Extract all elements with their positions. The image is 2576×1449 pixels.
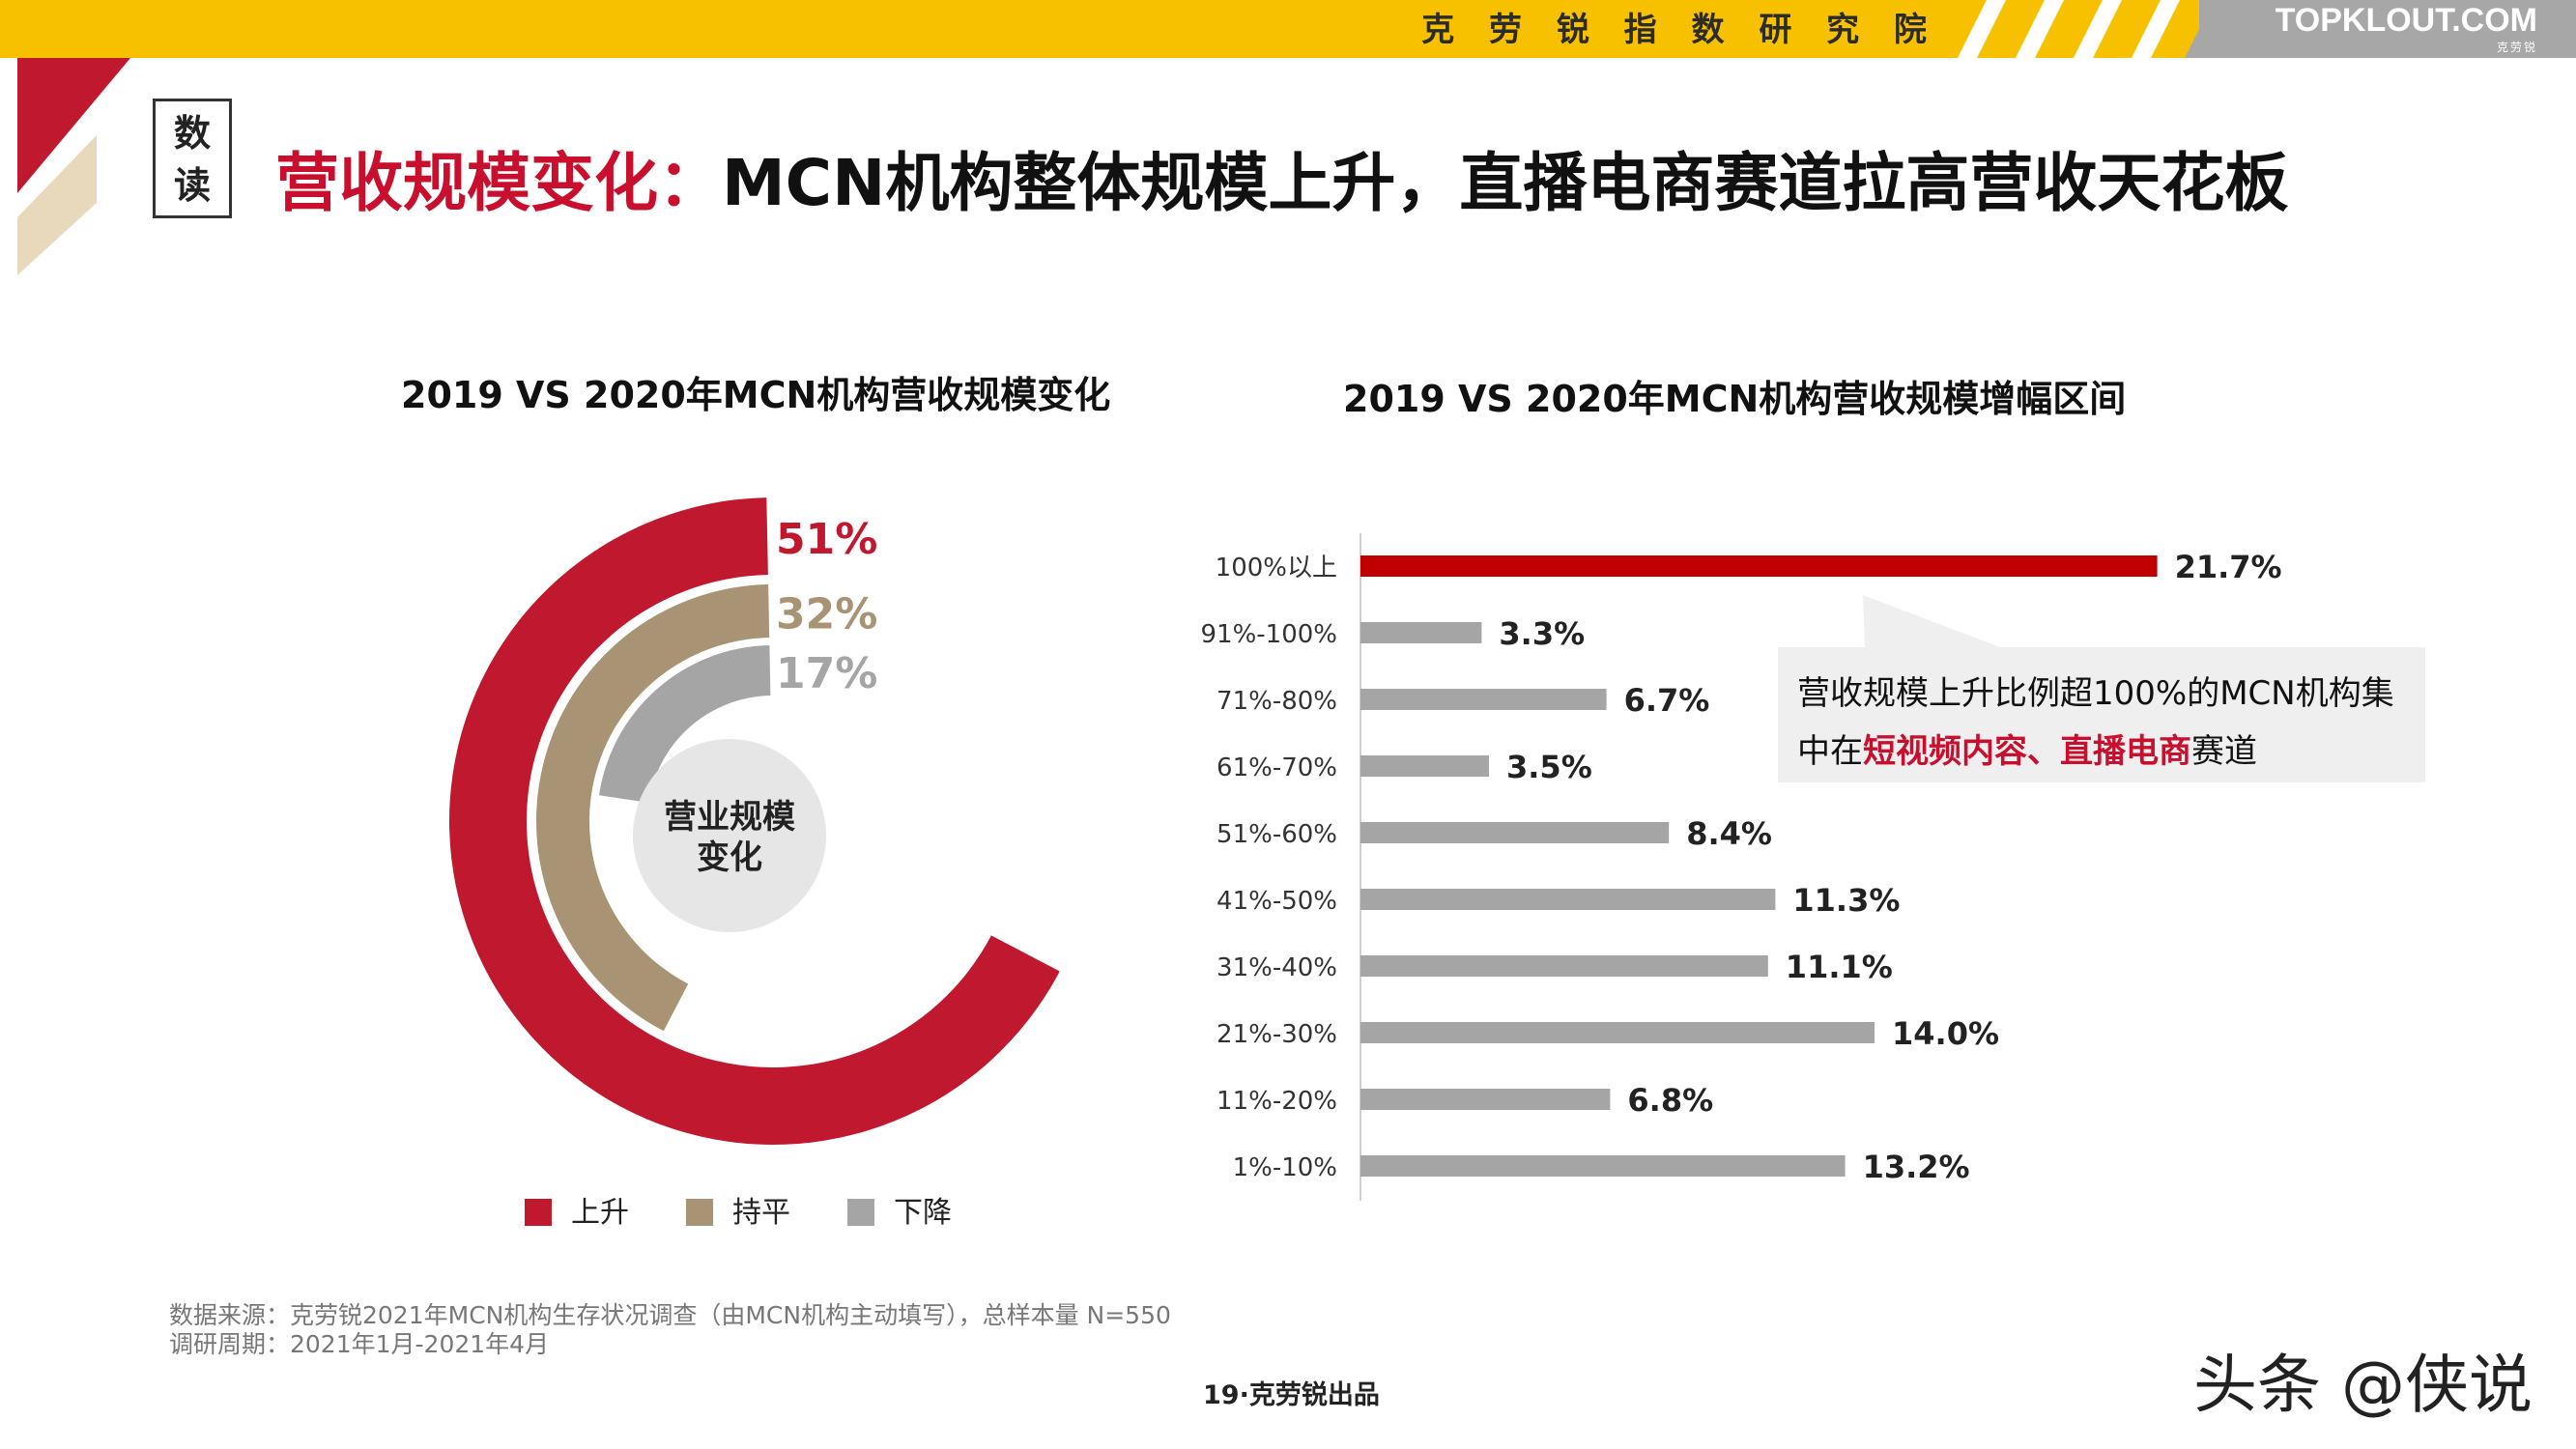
brand-logo-text: TOPKLOUT.COM: [2275, 2, 2537, 39]
radial-center-label-2: 变化: [697, 838, 762, 877]
corner-decoration: [17, 58, 130, 275]
brand-logo: TOPKLOUT.COM 克劳锐: [2199, 0, 2576, 58]
bar-value-label-3: 6.7%: [1624, 682, 1710, 719]
bar-value-label-2: 3.3%: [1499, 615, 1585, 652]
bar-category-label-9: 11%-20%: [1216, 1087, 1337, 1116]
page-title: 营收规模变化：MCN机构整体规模上升，直播电商赛道拉高营收天花板: [275, 131, 2288, 224]
bar-value-label-10: 13.2%: [1863, 1149, 1970, 1185]
bar-category-label-2: 91%-100%: [1200, 620, 1337, 649]
footnote-source: 数据来源：克劳锐2021年MCN机构生存状况调查（由MCN机构主动填写），总样本…: [169, 1301, 1171, 1329]
legend-swatch-up: [525, 1199, 552, 1226]
bar-category-label-5: 51%-60%: [1216, 820, 1337, 849]
bar-2: [1360, 622, 1482, 643]
bar-value-label-5: 8.4%: [1686, 815, 1772, 852]
bar-category-label-6: 41%-50%: [1216, 887, 1337, 916]
legend-item-up: 上升: [525, 1188, 629, 1231]
org-name: 克 劳 锐 指 数 研 究 院: [1421, 11, 1938, 49]
bar-3: [1360, 689, 1607, 710]
bar-8: [1360, 1022, 1875, 1043]
bar-10: [1360, 1155, 1846, 1177]
bar-5: [1360, 822, 1670, 843]
page-number: 19·克劳锐出品: [1203, 1380, 1380, 1410]
section-tag-line1: 数: [173, 112, 211, 155]
radial-center-circle: [633, 739, 826, 932]
page-title-highlight: 营收规模变化：: [275, 146, 722, 220]
brand-logo-sub: 克劳锐: [2496, 41, 2537, 54]
radial-center-label-1: 营业规模: [664, 798, 795, 837]
bar-chart-title: 2019 VS 2020年MCN机构营收规模增幅区间: [1343, 378, 2127, 420]
callout-pointer: [1863, 595, 2000, 647]
bar-value-label-1: 21.7%: [2175, 549, 2282, 585]
bar-category-label-10: 1%-10%: [1233, 1153, 1337, 1182]
bar-category-label-8: 21%-30%: [1216, 1020, 1337, 1049]
legend-label-flat: 持平: [732, 1196, 790, 1230]
bar-category-label-4: 61%-70%: [1216, 753, 1337, 782]
bar-value-label-9: 6.8%: [1627, 1082, 1713, 1119]
callout-box: 营收规模上升比例超100%的MCN机构集 中在短视频内容、直播电商赛道: [1778, 647, 2425, 782]
bar-value-label-6: 11.3%: [1792, 882, 1900, 919]
bar-value-label-4: 3.5%: [1506, 749, 1592, 785]
radial-value-label-2: 32%: [776, 590, 877, 639]
legend-label-up: 上升: [571, 1196, 629, 1230]
page-title-rest: MCN机构整体规模上升，直播电商赛道拉高营收天花板: [722, 146, 2289, 220]
legend-swatch-down: [847, 1199, 874, 1226]
bar-category-label-3: 71%-80%: [1216, 687, 1337, 716]
legend-label-down: 下降: [894, 1196, 952, 1230]
radial-chart-title: 2019 VS 2020年MCN机构营收规模变化: [401, 374, 1111, 416]
radial-arc-3: [598, 645, 771, 803]
bar-category-label-1: 100%以上: [1216, 554, 1337, 582]
callout-line1: 营收规模上升比例超100%的MCN机构集: [1797, 674, 2394, 713]
top-bar: 克 劳 锐 指 数 研 究 院 TOPKLOUT.COM 克劳锐: [0, 0, 2576, 58]
section-tag: 数 读: [153, 99, 232, 218]
bar-value-label-7: 11.1%: [1786, 949, 1893, 985]
callout-line2-pre: 中在: [1797, 732, 1863, 771]
callout-highlight: 短视频内容、直播电商: [1863, 732, 2191, 771]
bar-value-label-8: 14.0%: [1892, 1015, 1999, 1052]
section-tag-line2: 读: [173, 164, 211, 207]
radial-value-label-3: 17%: [776, 649, 877, 698]
bar-category-label-7: 31%-40%: [1216, 953, 1337, 982]
bar-7: [1360, 955, 1768, 977]
credit-text: 头条 @侠说: [2193, 1348, 2533, 1422]
footnote-period: 调研周期：2021年1月-2021年4月: [169, 1330, 550, 1358]
radial-arc-2: [536, 584, 770, 1032]
bar-6: [1360, 889, 1776, 910]
legend-item-down: 下降: [847, 1188, 952, 1231]
callout-line2: 中在短视频内容、直播电商赛道: [1797, 724, 2257, 772]
legend-swatch-flat: [686, 1199, 713, 1226]
radial-value-label-1: 51%: [776, 515, 877, 564]
callout-line2-post: 赛道: [2191, 732, 2257, 771]
bar-9: [1360, 1089, 1611, 1110]
bar-4: [1360, 755, 1489, 777]
bar-1: [1360, 555, 2158, 577]
legend-item-flat: 持平: [686, 1188, 790, 1231]
